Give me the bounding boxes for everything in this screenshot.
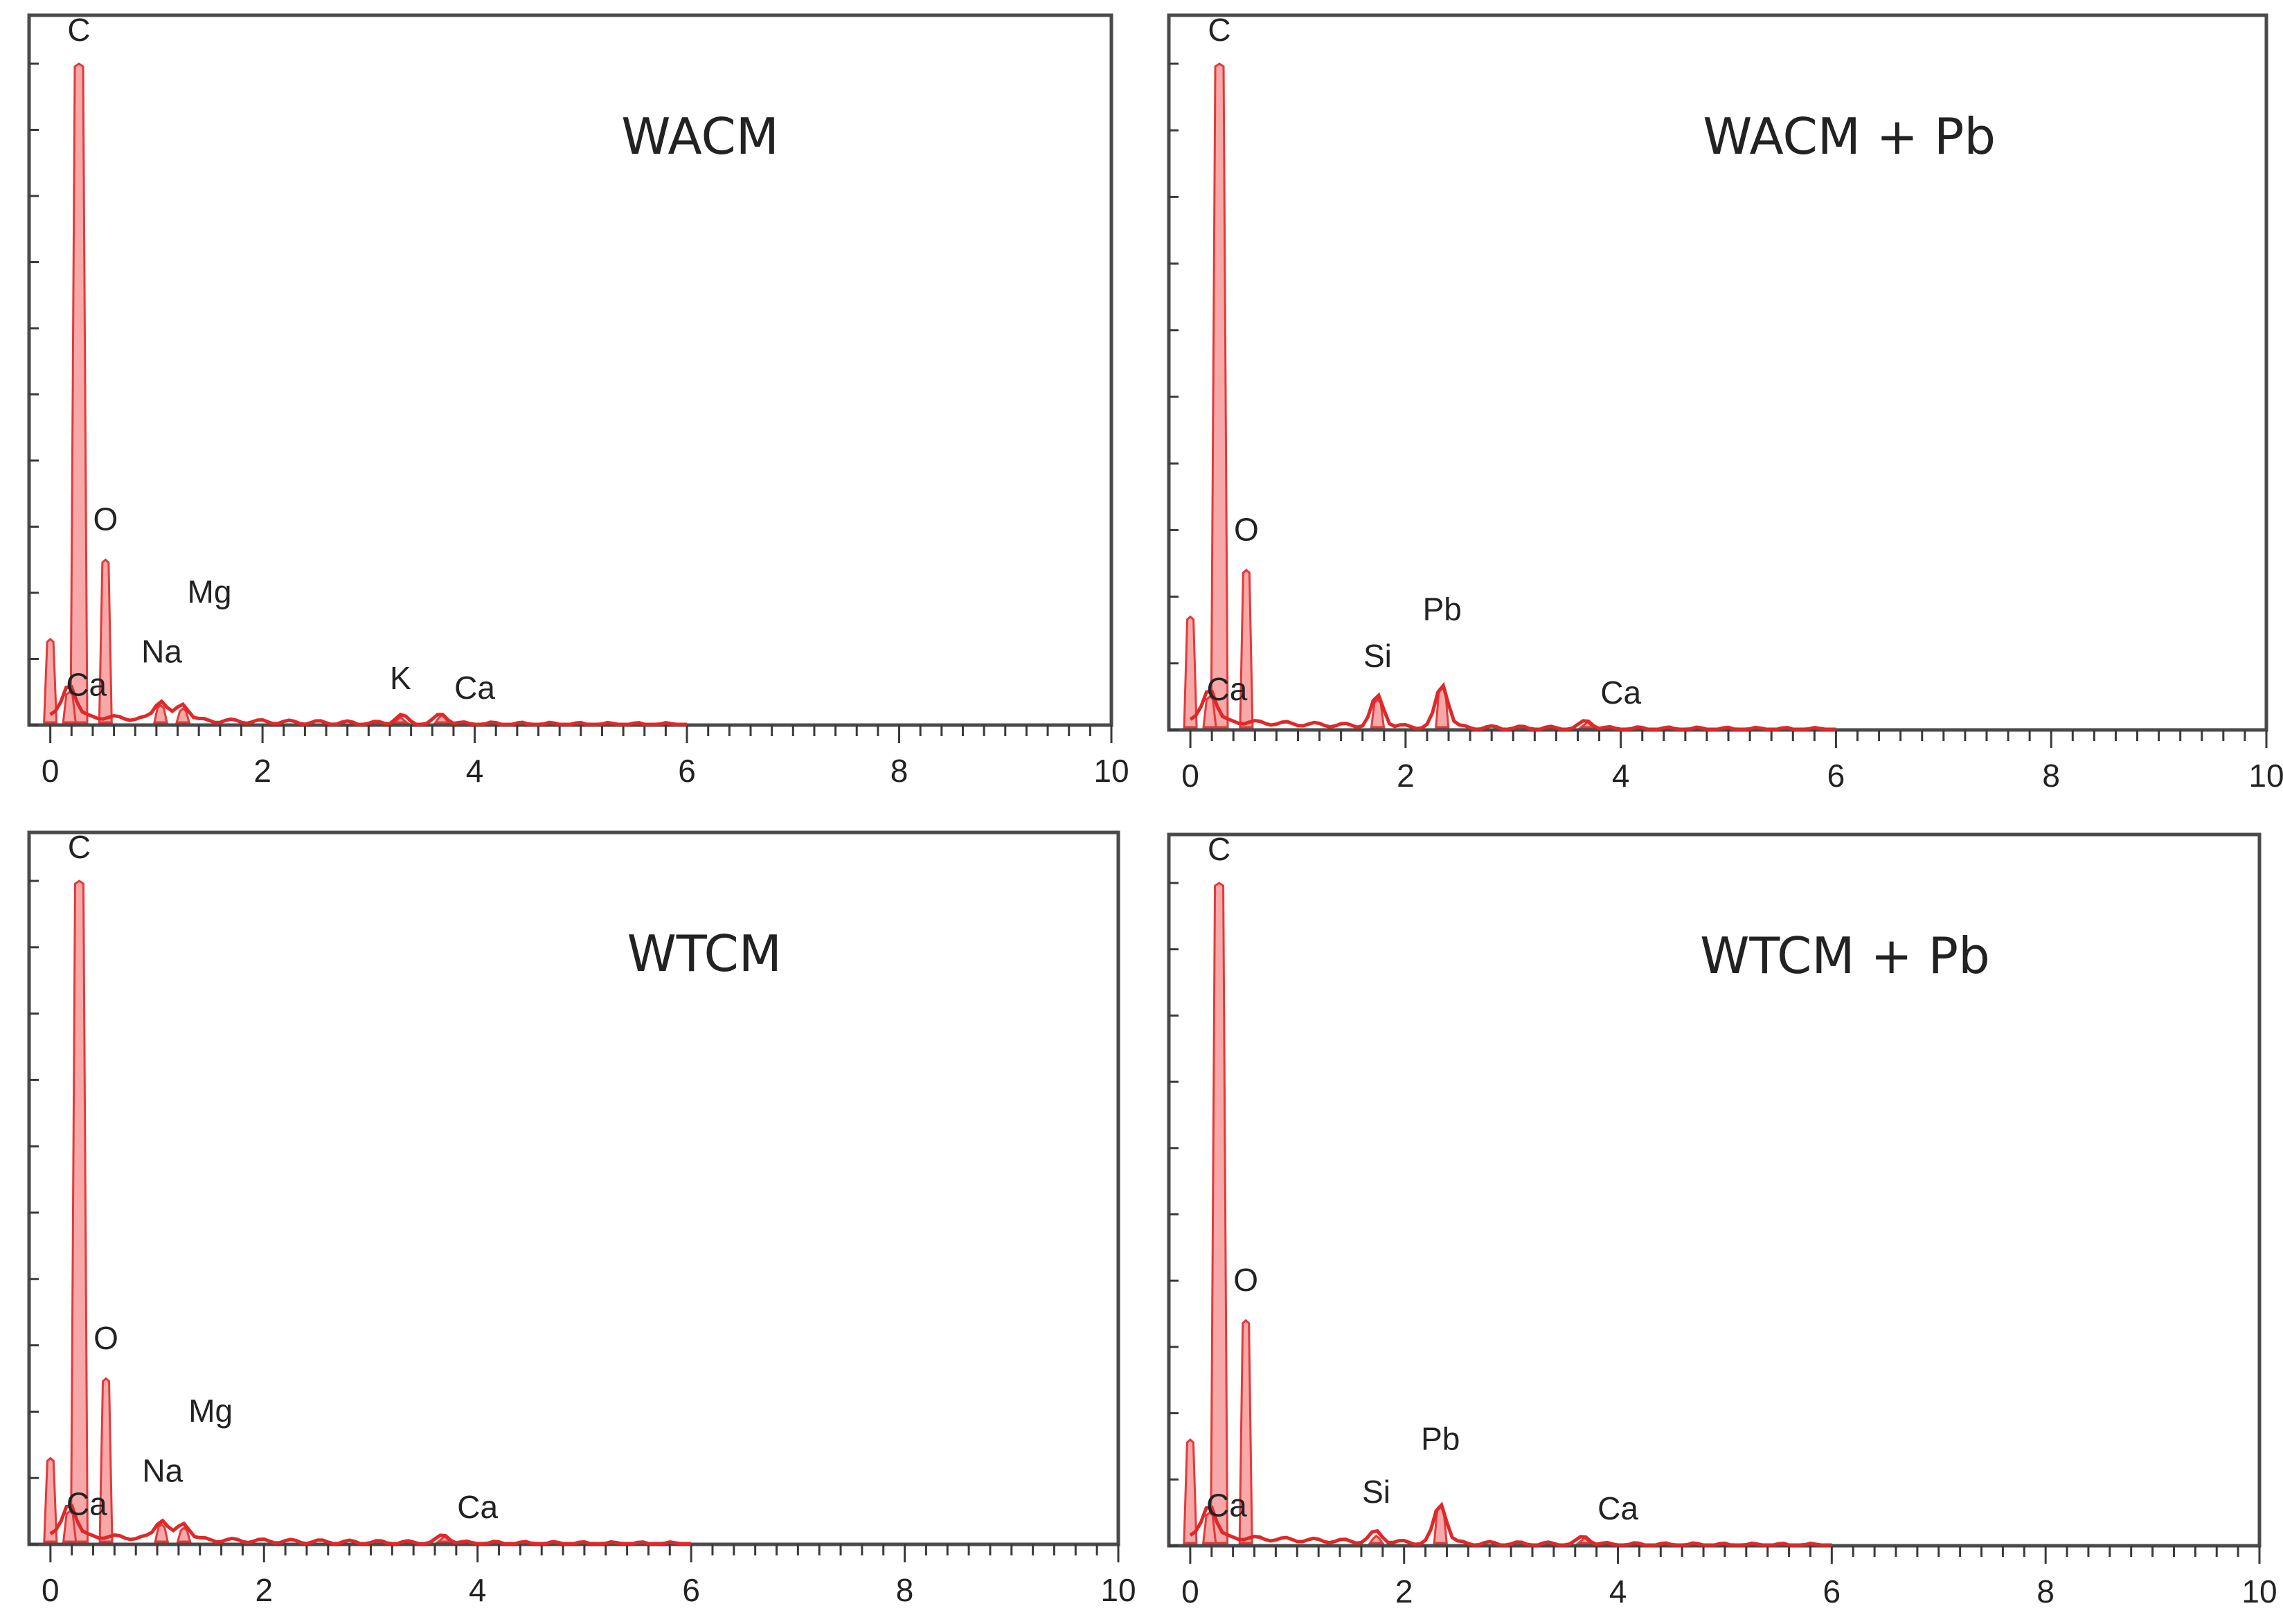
element-label-si: Si <box>1363 638 1392 674</box>
spectrum-peak <box>43 1456 58 1543</box>
x-tick-label: 8 <box>2036 1573 2054 1609</box>
element-label-ca: Ca <box>454 670 495 706</box>
element-label-pb: Pb <box>1423 591 1462 627</box>
spectrum-peak <box>176 1526 192 1543</box>
element-label-o: O <box>1234 511 1259 547</box>
element-label-pb: Pb <box>1421 1421 1460 1457</box>
spectrum-trace <box>49 684 688 726</box>
spectrum-peak <box>62 1510 78 1543</box>
element-label-ca: Ca <box>1207 671 1248 707</box>
spectrum-peak <box>69 62 89 724</box>
spectrum-peak <box>1239 569 1254 729</box>
spectrum-peak <box>175 707 191 724</box>
spectrum-peak <box>1183 615 1198 729</box>
spectrum-peak <box>154 1523 170 1543</box>
element-label-ca: Ca <box>1206 1487 1247 1523</box>
spectrum-peak <box>1238 1319 1253 1544</box>
spectrum-peak <box>1210 62 1229 729</box>
element-label-k: K <box>390 660 411 696</box>
x-tick-label: 0 <box>1181 1573 1199 1609</box>
element-label-ca: Ca <box>457 1489 498 1525</box>
x-tick-label: 2 <box>1395 1573 1413 1609</box>
spectrum-trace <box>1189 681 1836 731</box>
spectrum-panel-wacm: 0 2 4 6 8 10 C O Mg Na Ca K Ca WACM <box>0 0 1141 812</box>
spectrum-chart-wacm-pb: 0 2 4 6 8 10 C O Si Pb Ca Ca WACM + Pb <box>1167 12 2283 794</box>
x-tick-label: 10 <box>1093 753 1129 789</box>
x-tick-label: 2 <box>253 753 271 789</box>
spectrum-panel-wtcm: 0 2 4 6 8 10 C O Mg Na Ca Ca WTCM <box>0 812 1141 1624</box>
spectrum-peak <box>1183 1438 1198 1544</box>
spectrum-peak <box>1368 1534 1385 1544</box>
spectrum-peak <box>153 704 168 724</box>
spectrum-trace <box>49 1503 692 1546</box>
element-label-c: C <box>67 12 90 48</box>
spectrum-peak <box>69 880 89 1543</box>
element-label-o: O <box>93 501 118 537</box>
element-label-na: Na <box>141 634 182 670</box>
x-tick-label: 6 <box>678 753 696 789</box>
x-tick-label: 8 <box>896 1572 914 1608</box>
panel-title-wtcm-pb: WTCM + Pb <box>1700 927 1990 985</box>
spectrum-peak <box>98 1377 114 1543</box>
panel-title-wacm: WACM <box>621 107 779 166</box>
element-label-c: C <box>68 829 91 865</box>
element-label-ca: Ca <box>1600 675 1641 711</box>
spectrum-trace <box>1189 1501 1832 1547</box>
element-label-o: O <box>1233 1262 1258 1298</box>
element-label-c: C <box>1208 12 1230 48</box>
plot-frame <box>1167 13 2268 732</box>
x-tick-label: 6 <box>1823 1573 1841 1609</box>
element-label-na: Na <box>142 1452 183 1488</box>
element-label-ca: Ca <box>66 1485 107 1522</box>
x-tick-label: 4 <box>1609 1573 1627 1609</box>
plot-frame <box>1167 832 2262 1548</box>
x-tick-label: 10 <box>2241 1573 2277 1609</box>
x-tick-label: 4 <box>466 753 484 789</box>
spectrum-panel-wtcm-pb: 0 2 4 6 8 10 C O Si Pb Ca Ca WTCM + Pb <box>1141 812 2283 1624</box>
spectrum-peak <box>43 637 58 724</box>
plot-frame <box>27 13 1113 727</box>
x-tick-label: 6 <box>682 1572 700 1608</box>
x-tick-label: 0 <box>1181 758 1199 794</box>
x-tick-label: 8 <box>2042 758 2060 794</box>
x-tick-label: 6 <box>1827 758 1845 794</box>
plot-frame <box>27 830 1120 1546</box>
element-label-si: Si <box>1362 1474 1390 1510</box>
spectrum-peak <box>1201 1511 1217 1544</box>
element-label-ca: Ca <box>1597 1490 1638 1526</box>
x-tick-label: 2 <box>1397 758 1415 794</box>
x-tick-label: 2 <box>255 1572 273 1608</box>
element-label-mg: Mg <box>188 574 232 610</box>
element-label-ca: Ca <box>66 666 107 702</box>
x-tick-label: 0 <box>42 1572 60 1608</box>
spectrum-chart-wtcm-pb: 0 2 4 6 8 10 C O Si Pb Ca Ca WTCM + Pb <box>1167 831 2277 1609</box>
spectrum-peak <box>98 558 113 724</box>
x-tick-label: 8 <box>890 753 908 789</box>
element-label-c: C <box>1208 831 1230 867</box>
x-tick-label: 10 <box>1100 1572 1136 1608</box>
element-label-o: O <box>93 1320 118 1356</box>
element-label-mg: Mg <box>188 1393 233 1429</box>
x-tick-label: 0 <box>42 753 60 789</box>
x-tick-label: 10 <box>2248 758 2283 794</box>
panel-title-wacm-pb: WACM + Pb <box>1703 107 1996 166</box>
spectrum-peak <box>391 715 410 724</box>
spectrum-peak <box>1210 882 1229 1544</box>
spectrum-panel-wacm-pb: 0 2 4 6 8 10 C O Si Pb Ca Ca WACM + Pb <box>1141 0 2283 812</box>
spectrum-peak <box>62 690 77 724</box>
x-tick-label: 4 <box>469 1572 487 1608</box>
x-tick-label: 4 <box>1612 758 1630 794</box>
panel-title-wtcm: WTCM <box>627 925 782 983</box>
spectrum-peak <box>1202 695 1217 729</box>
